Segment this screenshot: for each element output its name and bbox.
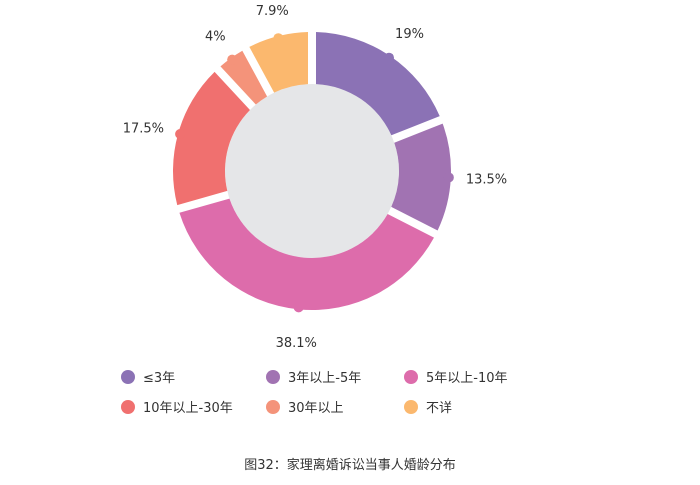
slice-marker-10-30 [175, 129, 186, 140]
legend-swatch [121, 369, 135, 384]
slice-label-10-30: 17.5% [123, 121, 164, 136]
slice-unknown[interactable] [249, 32, 309, 93]
slice-label-unknown: 7.9% [256, 4, 289, 19]
slice-10-30[interactable] [173, 71, 250, 206]
slice-label-le3: 19% [395, 27, 424, 42]
slice-label-3-5: 13.5% [466, 173, 507, 188]
slice-marker-unknown [273, 33, 284, 44]
slice-marker-5-10 [293, 302, 304, 313]
legend-label: ≤3年 [143, 371, 176, 386]
legend-label: 不详 [426, 401, 453, 416]
legend-item-10-30[interactable]: 10年以上-30年 [121, 397, 233, 416]
legend-item-5-10[interactable]: 5年以上-10年 [404, 367, 508, 386]
legend-item-unknown[interactable]: 不详 [404, 397, 452, 416]
slice-label-gt30: 4% [205, 29, 226, 44]
legend-swatch [404, 369, 418, 384]
legend-label: 30年以上 [288, 401, 344, 416]
legend-item-le3[interactable]: ≤3年 [121, 367, 175, 386]
slice-le3[interactable] [315, 32, 440, 136]
donut-center [225, 84, 399, 258]
legend-swatch [266, 399, 280, 414]
legend-swatch [404, 399, 418, 414]
slice-marker-le3 [384, 52, 395, 63]
legend-swatch [266, 369, 280, 384]
legend-item-gt30[interactable]: 30年以上 [266, 397, 344, 416]
legend-item-3-5[interactable]: 3年以上-5年 [266, 367, 361, 386]
donut-chart: 19% 13.5% 38.1% 17.5% 4% 7.9% [123, 4, 507, 351]
legend-label: 10年以上-30年 [143, 401, 233, 416]
legend-label: 3年以上-5年 [288, 371, 362, 386]
slice-label-5-10: 38.1% [276, 336, 317, 351]
legend-label: 5年以上-10年 [426, 371, 508, 386]
chart-caption: 图32：家理离婚诉讼当事人婚龄分布 [244, 458, 456, 473]
slice-3-5[interactable] [391, 123, 451, 231]
slice-marker-3-5 [443, 172, 454, 183]
legend-swatch [121, 399, 135, 414]
slice-marker-gt30 [227, 54, 238, 65]
slice-5-10[interactable] [179, 198, 434, 311]
